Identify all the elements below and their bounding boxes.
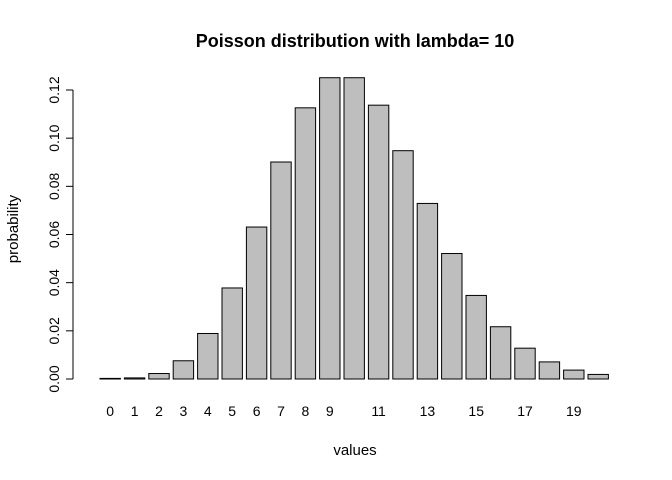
bar-1 — [123, 377, 146, 380]
x-tick-label: 17 — [517, 403, 533, 419]
x-tick-label: 1 — [131, 403, 139, 419]
bar-7 — [270, 161, 292, 380]
y-axis-label: probability — [5, 194, 22, 263]
x-tick-label: 6 — [253, 403, 261, 419]
chart-title: Poisson distribution with lambda= 10 — [196, 31, 515, 51]
bar-8 — [294, 107, 317, 380]
y-tick-label: 0.00 — [46, 365, 62, 392]
x-tick-label: 4 — [204, 403, 212, 419]
bar-0 — [99, 377, 121, 380]
x-tick-label: 15 — [468, 403, 484, 419]
bar-18 — [538, 361, 561, 380]
bar-4 — [197, 332, 219, 380]
y-tick-label: 0.06 — [46, 221, 62, 248]
x-tick-label: 2 — [155, 403, 163, 419]
x-tick-labels: 0 1 2 3 4 5 6 7 8 9 11 13 15 17 19 — [106, 403, 581, 419]
bar-20 — [587, 373, 609, 380]
bar-5 — [221, 287, 243, 380]
x-tick-label: 5 — [228, 403, 236, 419]
x-tick-label: 9 — [326, 403, 334, 419]
x-tick-label: 0 — [106, 403, 114, 419]
bar-3 — [172, 360, 195, 380]
bar-2 — [148, 373, 170, 380]
x-tick-label: 13 — [420, 403, 436, 419]
x-tick-label: 19 — [566, 403, 582, 419]
bar-14 — [441, 253, 463, 380]
bar-10 — [343, 77, 365, 380]
y-tick-label: 0.08 — [46, 172, 62, 199]
y-axis: 0.00 0.02 0.04 0.06 0.08 0.10 0.12 — [46, 76, 74, 393]
x-axis-label: values — [333, 442, 376, 459]
y-tick-label: 0.12 — [46, 76, 62, 103]
bars — [99, 77, 609, 380]
bar-6 — [245, 226, 268, 380]
bar-16 — [489, 326, 512, 380]
bar-15 — [465, 294, 487, 380]
y-tick-label: 0.02 — [46, 317, 62, 344]
y-tick-label: 0.04 — [46, 269, 62, 296]
y-tick-label: 0.10 — [46, 124, 62, 151]
bar-9 — [319, 77, 341, 380]
bar-12 — [392, 150, 414, 380]
bar-17 — [514, 347, 536, 380]
x-tick-label: 3 — [180, 403, 188, 419]
bar-19 — [563, 369, 585, 380]
x-tick-label: 7 — [277, 403, 285, 419]
x-tick-label: 8 — [302, 403, 310, 419]
bar-11 — [367, 104, 390, 380]
x-tick-label: 11 — [371, 403, 386, 419]
bar-13 — [416, 202, 439, 380]
